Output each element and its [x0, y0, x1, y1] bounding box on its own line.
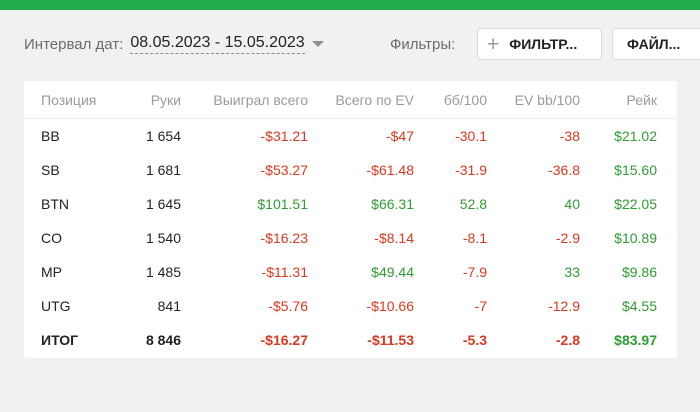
cell-rake: $21.02 [614, 128, 657, 144]
cell-rake: $15.60 [614, 162, 657, 178]
cell-hands: 1 645 [145, 196, 181, 212]
cell-won-total: -$16.27 [260, 332, 308, 348]
cell-rake: $10.89 [614, 230, 657, 246]
cell-position: CO [41, 230, 62, 246]
cell-ev-bb100: -36.8 [548, 162, 580, 178]
interval-label: Интервал дат: [24, 35, 124, 53]
cell-ev-total: $49.44 [371, 264, 414, 280]
cell-ev-total: -$61.48 [366, 162, 414, 178]
cell-position: BTN [41, 196, 69, 212]
column-header-won-total[interactable]: Выиграл всего [181, 81, 308, 119]
cell-bb100: 52.8 [459, 196, 487, 212]
table-total-row: ИТОГ 8 846 -$16.27 -$11.53 -5.3 -2.8 $83… [24, 323, 677, 357]
cell-ev-bb100: -12.9 [548, 298, 580, 314]
cell-hands: 1 654 [145, 128, 181, 144]
cell-bb100: -7.9 [462, 264, 487, 280]
cell-won-total: $101.51 [257, 196, 308, 212]
cell-won-total: -$11.31 [261, 264, 308, 280]
table-row: CO 1 540 -$16.23 -$8.14 -8.1 -2.9 $10.89 [24, 221, 677, 255]
files-button[interactable]: ФАЙЛ... [612, 28, 700, 60]
column-header-ev-bb100[interactable]: EV bb/100 [487, 81, 580, 119]
column-header-rake[interactable]: Рейк [580, 81, 677, 119]
table-row: BB 1 654 -$31.21 -$47 -30.1 -38 $21.02 [24, 119, 677, 154]
cell-rake: $83.97 [614, 332, 657, 348]
column-header-ev-total[interactable]: Всего по EV [308, 81, 414, 119]
cell-bb100: -31.9 [455, 162, 487, 178]
cell-rake: $4.55 [621, 298, 657, 314]
table-row: SB 1 681 -$53.27 -$61.48 -31.9 -36.8 $15… [24, 153, 677, 187]
cell-hands: 1 681 [145, 162, 181, 178]
add-filter-label: ФИЛЬТР... [509, 36, 578, 52]
cell-position: BB [41, 128, 60, 144]
cell-bb100: -5.3 [462, 332, 487, 348]
column-header-bb100[interactable]: бб/100 [414, 81, 487, 119]
table-row: MP 1 485 -$11.31 $49.44 -7.9 33 $9.86 [24, 255, 677, 289]
column-header-position[interactable]: Позиция [24, 81, 106, 119]
app-header-bar [0, 0, 700, 10]
table-header-row: Позиция Руки Выиграл всего Всего по EV б… [24, 81, 677, 119]
cell-hands: 1 485 [145, 264, 181, 280]
date-range-picker[interactable]: 08.05.2023 - 15.05.2023 [130, 34, 324, 54]
cell-ev-total: $66.31 [371, 196, 414, 212]
cell-ev-bb100: -38 [559, 128, 580, 144]
cell-bb100: -8.1 [462, 230, 487, 246]
position-stats-table-card: Позиция Руки Выиграл всего Всего по EV б… [24, 81, 677, 358]
cell-bb100: -7 [474, 298, 487, 314]
cell-hands: 8 846 [145, 332, 181, 348]
cell-rake: $9.86 [621, 264, 657, 280]
files-label: ФАЙЛ... [627, 36, 681, 52]
cell-ev-total: -$47 [385, 128, 414, 144]
cell-ev-bb100: 40 [564, 196, 580, 212]
column-header-hands[interactable]: Руки [106, 81, 181, 119]
cell-position: ИТОГ [41, 332, 79, 348]
cell-hands: 1 540 [145, 230, 181, 246]
cell-won-total: -$53.27 [260, 162, 308, 178]
table-row: BTN 1 645 $101.51 $66.31 52.8 40 $22.05 [24, 187, 677, 221]
filters-label: Фильтры: [390, 36, 456, 53]
add-filter-button[interactable]: + ФИЛЬТР... [477, 28, 602, 60]
position-stats-table: Позиция Руки Выиграл всего Всего по EV б… [24, 81, 677, 357]
cell-won-total: -$16.23 [260, 230, 308, 246]
cell-position: UTG [41, 298, 71, 314]
cell-ev-bb100: -2.8 [555, 332, 580, 348]
toolbar: Интервал дат: 08.05.2023 - 15.05.2023 Фи… [24, 28, 700, 60]
cell-rake: $22.05 [614, 196, 657, 212]
cell-ev-bb100: 33 [564, 264, 580, 280]
table-row: UTG 841 -$5.76 -$10.66 -7 -12.9 $4.55 [24, 289, 677, 323]
chevron-down-icon[interactable] [311, 41, 324, 47]
cell-won-total: -$5.76 [268, 298, 308, 314]
cell-ev-total: -$8.14 [374, 230, 414, 246]
cell-ev-total: -$11.53 [367, 332, 414, 348]
plus-icon: + [487, 32, 500, 56]
cell-hands: 841 [157, 298, 181, 314]
cell-ev-bb100: -2.9 [555, 230, 580, 246]
cell-position: SB [41, 162, 60, 178]
cell-ev-total: -$10.66 [366, 298, 414, 314]
cell-won-total: -$31.21 [260, 128, 308, 144]
date-range-value[interactable]: 08.05.2023 - 15.05.2023 [130, 34, 305, 54]
cell-position: MP [41, 264, 62, 280]
cell-bb100: -30.1 [455, 128, 487, 144]
